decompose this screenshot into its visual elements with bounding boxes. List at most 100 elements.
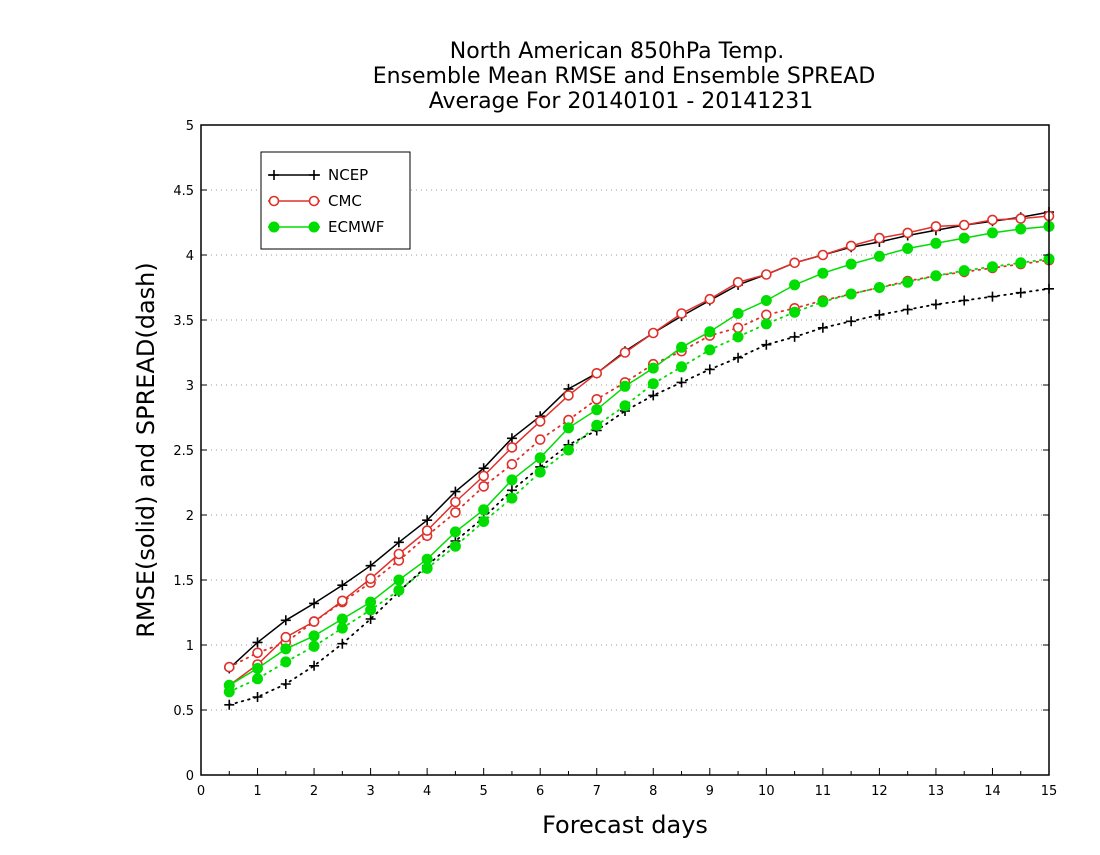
rmse-point-ecmwf	[252, 662, 264, 674]
rmse-point-ecmwf	[365, 596, 377, 608]
x-tick-label: 14	[984, 784, 1001, 799]
rmse-point-ecmwf	[902, 243, 914, 254]
rmse-point-ecmwf	[873, 250, 885, 262]
spread-point-ncep	[648, 390, 659, 401]
rmse-point-ncep	[252, 637, 263, 648]
rmse-point-cmc	[337, 595, 348, 607]
y-tick-label: 5	[186, 119, 194, 134]
rmse-point-ecmwf	[449, 526, 461, 538]
legend-item-ncep: NCEP	[268, 166, 368, 184]
legend-marker-ncep	[309, 170, 319, 180]
rmse-point-ecmwf	[534, 452, 546, 464]
spread-point-ncep	[789, 331, 800, 342]
spread-point-ecmwf	[562, 444, 574, 456]
rmse-point-ecmwf	[647, 362, 659, 374]
spread-point-ecmwf	[958, 265, 970, 277]
spread-point-ncep	[337, 638, 348, 649]
rmse-point-cmc	[619, 347, 631, 358]
spread-point-ncep	[874, 309, 885, 320]
y-tick-label: 0	[186, 769, 194, 784]
spread-point-ncep	[1015, 287, 1026, 298]
rmse-point-ncep	[506, 433, 517, 444]
rmse-point-ecmwf	[760, 295, 772, 306]
rmse-point-ecmwf	[1015, 223, 1027, 235]
spread-point-ncep	[733, 352, 744, 363]
y-axis-ticks: 0 0.5 1 1.5 2 2.5 3 3.5 4 4.5 5	[173, 119, 1049, 784]
spread-point-cmc	[252, 647, 263, 659]
spread-line-ncep	[228, 287, 1050, 706]
spread-point-cmc	[761, 309, 772, 321]
rmse-point-cmc	[393, 548, 405, 560]
x-axis-label: Forecast days	[542, 811, 708, 839]
rmse-point-ecmwf	[478, 504, 490, 516]
rmse-point-ecmwf	[986, 227, 998, 239]
spread-point-ncep	[987, 291, 998, 302]
y-tick-label: 4	[186, 249, 194, 264]
x-tick-label: 3	[366, 784, 374, 799]
rmse-point-cmc	[534, 416, 546, 427]
spread-point-ecmwf	[449, 540, 461, 552]
x-tick-label: 10	[758, 784, 775, 799]
spread-point-ecmwf	[873, 282, 885, 293]
rmse-point-cmc	[958, 219, 970, 231]
rmse-point-ecmwf	[308, 630, 320, 642]
rmse-point-ncep	[309, 598, 320, 609]
spread-point-ecmwf	[252, 673, 264, 685]
rmse-point-ncep	[337, 580, 348, 591]
rmse-point-cmc	[817, 249, 829, 261]
legend-marker-ncep	[269, 170, 279, 180]
y-tick-label: 4.5	[173, 184, 194, 199]
spread-point-ncep	[704, 364, 715, 375]
legend-marker-ecmwf	[268, 221, 280, 233]
spread-point-ecmwf	[760, 318, 772, 330]
rmse-point-ncep	[365, 560, 376, 571]
legend-marker-cmc	[268, 195, 280, 207]
rmse-point-cmc	[874, 232, 885, 244]
rmse-point-ncep	[422, 515, 433, 526]
rmse-point-ecmwf	[562, 422, 574, 434]
rmse-point-cmc	[732, 276, 744, 288]
x-tick-label: 0	[197, 784, 205, 799]
chart-title-line-1: North American 850hPa Temp.	[450, 39, 785, 64]
rmse-line-ncep	[228, 211, 1050, 669]
x-tick-label: 2	[310, 784, 318, 799]
spread-point-ncep	[252, 692, 263, 702]
y-tick-label: 2	[186, 509, 194, 524]
y-tick-label: 2.5	[173, 444, 194, 459]
rmse-point-cmc	[676, 308, 687, 319]
spread-point-ecmwf	[845, 288, 857, 300]
spread-point-ncep	[365, 614, 376, 624]
spread-point-ecmwf	[676, 361, 688, 373]
x-tick-label: 11	[815, 784, 832, 799]
legend-marker-cmc	[308, 195, 320, 207]
chart-title-line-2: Ensemble Mean RMSE and Ensemble SPREAD	[373, 64, 876, 89]
x-tick-label: 9	[706, 784, 714, 799]
spread-line-ecmwf	[228, 257, 1050, 693]
x-tick-label: 6	[536, 784, 544, 799]
x-tick-label: 5	[480, 784, 488, 799]
rmse-point-ecmwf	[619, 380, 631, 392]
spread-point-ecmwf	[704, 344, 716, 356]
legend-item-ecmwf: ECMWF	[268, 218, 384, 236]
rmse-point-cmc	[280, 631, 292, 643]
spread-point-ncep	[761, 339, 772, 350]
spread-point-ecmwf	[930, 270, 942, 282]
rmse-point-cmc	[789, 257, 800, 269]
spread-point-ecmwf	[478, 516, 490, 527]
rmse-point-cmc	[563, 390, 574, 401]
x-tick-label: 4	[423, 784, 431, 799]
grid	[201, 189, 1049, 711]
legend-label-ecmwf: ECMWF	[328, 218, 384, 236]
spread-point-ncep	[280, 679, 291, 689]
spread-point-cmc	[732, 322, 744, 334]
spread-point-ecmwf	[817, 296, 829, 308]
chart-title: North American 850hPa Temp. Ensemble Mea…	[373, 39, 876, 114]
spread-point-ecmwf	[280, 656, 292, 668]
rmse-point-cmc	[930, 221, 942, 232]
spread-point-ncep	[930, 299, 941, 310]
rmse-point-ncep	[393, 537, 404, 548]
rmse-point-ecmwf	[958, 232, 970, 244]
rmse-point-ecmwf	[223, 679, 235, 691]
